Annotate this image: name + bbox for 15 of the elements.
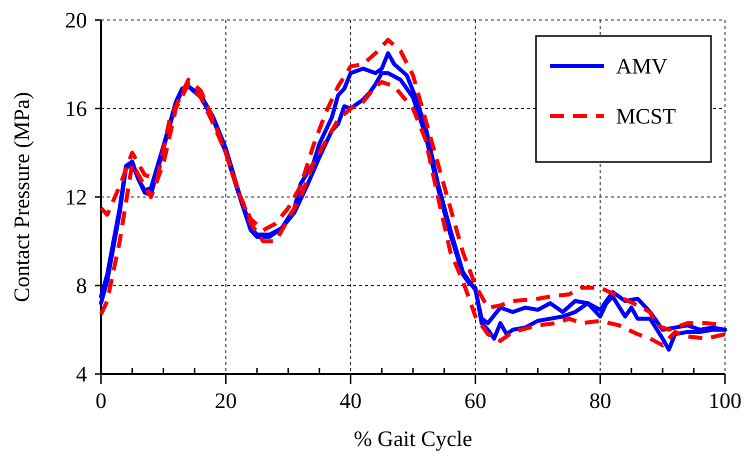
y-tick-label: 20 bbox=[65, 8, 87, 33]
legend-label: AMV bbox=[616, 54, 668, 79]
x-tick-label: 60 bbox=[464, 388, 486, 413]
x-tick-label: 80 bbox=[589, 388, 612, 413]
y-tick-label: 16 bbox=[65, 96, 87, 122]
y-axis-title: Contact Pressure (MPa) bbox=[9, 92, 34, 302]
y-tick-label: 4 bbox=[76, 362, 87, 387]
y-tick-label: 8 bbox=[76, 273, 87, 298]
x-tick-label: 20 bbox=[214, 388, 237, 413]
x-tick-label: 100 bbox=[708, 388, 742, 413]
x-tick-label: 40 bbox=[340, 388, 362, 413]
y-tick-label: 12 bbox=[65, 184, 87, 210]
x-axis-title: % Gait Cycle bbox=[354, 426, 472, 451]
legend-label: MCST bbox=[616, 104, 676, 129]
x-tick-label: 0 bbox=[96, 388, 106, 413]
